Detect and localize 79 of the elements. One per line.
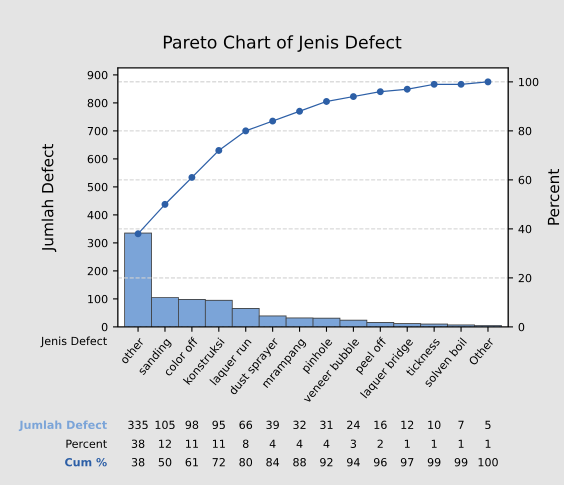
y2-tick-label: 40 xyxy=(518,224,532,234)
y-tick-label: 500 xyxy=(88,182,108,192)
point xyxy=(430,80,438,88)
y-tick-label: 200 xyxy=(88,266,108,276)
text: 1 xyxy=(404,440,410,448)
data-label: 92 xyxy=(320,458,332,466)
text: 3 xyxy=(350,440,356,448)
text: 38 xyxy=(132,440,144,448)
data-label: 80 xyxy=(239,458,252,466)
y-tick-label: 900 xyxy=(88,70,108,80)
point xyxy=(323,98,330,105)
point xyxy=(188,174,196,181)
chart-title: Pareto Chart of Jenis Defect xyxy=(164,35,402,52)
x-axis-title: Jenis Defect xyxy=(40,336,107,348)
data-label: 99 xyxy=(428,458,440,466)
point xyxy=(484,78,492,86)
data-label: 99 xyxy=(454,458,468,466)
point xyxy=(296,108,304,115)
text: 12 xyxy=(159,440,171,448)
y-tick-label: 700 xyxy=(88,126,108,136)
y2-tick-label: 80 xyxy=(518,126,532,136)
data-label: 84 xyxy=(266,458,280,466)
data-label: 38 xyxy=(132,458,144,466)
point xyxy=(350,93,357,100)
point xyxy=(458,80,465,88)
data-label: 94 xyxy=(347,458,360,466)
data-label: 10 xyxy=(428,420,440,430)
data-label: 88 xyxy=(293,458,306,466)
point xyxy=(242,127,250,134)
y2-tick-label: 60 xyxy=(518,176,532,184)
y-tick-label: 0 xyxy=(102,322,108,332)
text: 1 xyxy=(432,440,437,448)
y-tick-label: 800 xyxy=(88,98,108,108)
y-tick-label: 400 xyxy=(87,210,108,220)
y2-tick-label: 0 xyxy=(518,322,524,332)
y-tick-label: 300 xyxy=(88,238,108,248)
point xyxy=(404,86,411,93)
text: 4 xyxy=(270,440,276,448)
text: Percent xyxy=(66,440,107,448)
y-axis-title: Jumlah Defect xyxy=(42,144,56,252)
y-tick-label: 100 xyxy=(88,294,108,304)
data-label: 50 xyxy=(158,458,172,466)
point xyxy=(215,147,222,154)
data-label: 72 xyxy=(212,458,225,466)
y-tick-label: 600 xyxy=(88,154,108,164)
data-label: 24 xyxy=(347,420,360,429)
data-label: 100 xyxy=(478,458,498,466)
data-label: 7 xyxy=(458,420,464,429)
point xyxy=(376,88,384,96)
text: 4 xyxy=(323,440,330,448)
point xyxy=(269,118,276,125)
text: 1 xyxy=(458,440,464,448)
data-label: 16 xyxy=(374,420,387,430)
data-label: 31 xyxy=(320,420,333,430)
data-label: 12 xyxy=(401,420,414,429)
text: 11 xyxy=(186,440,198,448)
data-label: 95 xyxy=(212,420,225,430)
y2-tick-label: 20 xyxy=(518,274,532,282)
text: Jumlah Defect xyxy=(18,420,107,432)
point xyxy=(134,230,142,238)
point xyxy=(162,200,168,208)
text: 11 xyxy=(212,440,225,448)
data-label: 5 xyxy=(485,420,491,430)
data-label: 105 xyxy=(156,420,175,430)
data-label: 61 xyxy=(186,458,198,466)
data-label: 96 xyxy=(374,458,387,466)
y2-tick-label: 100 xyxy=(519,78,538,86)
text: Cum % xyxy=(65,458,107,466)
data-label: 98 xyxy=(186,420,198,430)
y2-axis-title: Percent xyxy=(548,169,560,225)
data-label: 335 xyxy=(128,420,148,430)
data-label: 32 xyxy=(293,420,306,430)
data-label: 97 xyxy=(400,458,414,466)
data-label: 66 xyxy=(239,420,252,430)
text: 2 xyxy=(378,440,383,448)
data-label: 39 xyxy=(266,420,279,430)
text: 8 xyxy=(242,440,249,448)
text: 4 xyxy=(296,440,302,448)
text: 1 xyxy=(486,440,490,448)
